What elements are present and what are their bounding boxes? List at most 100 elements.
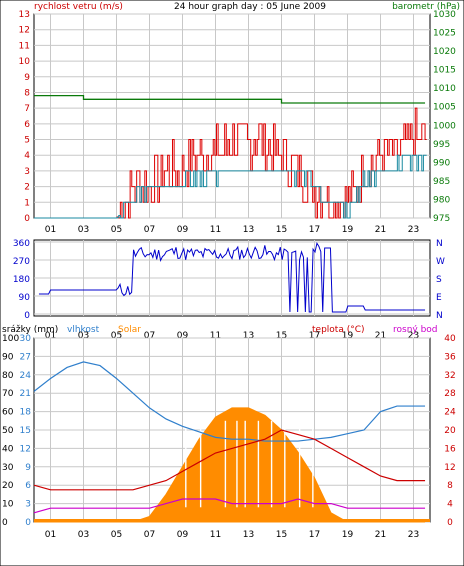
compass-tick-label: N [436, 311, 443, 321]
temperature-y-tick-label: 4 [447, 500, 453, 510]
x-tick-label: 15 [276, 331, 287, 341]
wind-y-tick-label: 1 [24, 198, 30, 208]
x-tick-label: 09 [177, 530, 189, 540]
wind-y-tick-label: 2 [24, 183, 30, 193]
barometer-y-tick-label: 1010 [433, 84, 456, 94]
x-tick-label: 11 [210, 331, 221, 341]
compass-tick-label: W [436, 257, 445, 267]
temperature-y-tick-label: 36 [444, 352, 456, 362]
x-tick-label: 05 [111, 225, 122, 235]
x-tick-label: 15 [276, 225, 287, 235]
temperature-y-tick-label: 40 [444, 334, 456, 344]
dew-point-line [33, 498, 426, 514]
x-tick-label: 01 [45, 225, 56, 235]
barometer-axis-label: barometr (hPa) [392, 2, 460, 12]
rain-y-tick-label: 60 [2, 408, 14, 418]
x-tick-label: 03 [78, 530, 89, 540]
x-tick-label: 01 [45, 331, 56, 341]
rain-y-tick-label: 10 [2, 500, 14, 510]
wind-panel-frame [33, 13, 431, 219]
temperature-y-tick-label: 20 [444, 426, 456, 436]
x-tick-label: 17 [309, 225, 320, 235]
x-tick-label: 07 [144, 331, 155, 341]
barometer-y-tick-label: 1015 [433, 66, 456, 76]
wind-y-tick-label: 10 [19, 57, 31, 67]
barometer-y-tick-label: 1025 [433, 29, 456, 39]
x-tick-label: 15 [276, 530, 287, 540]
x-tick-label: 13 [243, 331, 254, 341]
humidity-y-tick-label: 6 [25, 481, 31, 491]
rain-y-tick-label: 30 [2, 463, 14, 473]
temperature-y-tick-label: 16 [444, 444, 456, 454]
compass-tick-label: S [436, 275, 442, 285]
wind-direction-line [38, 241, 426, 313]
x-tick-label: 23 [408, 225, 419, 235]
barometer-y-tick-label: 1030 [433, 10, 456, 20]
x-tick-label: 05 [111, 530, 122, 540]
temperature-y-tick-label: 0 [447, 518, 453, 528]
barometer-y-tick-label: 990 [433, 158, 450, 168]
wind-axis-label: rychlost vetru (m/s) [34, 2, 123, 12]
barometer-y-tick-label: 1005 [433, 103, 456, 113]
humidity-label: vlhkost [67, 325, 100, 335]
temperature-label: teplota (°C) [312, 325, 365, 335]
barometer-y-tick-label: 995 [433, 140, 450, 150]
direction-y-tick-label: 0 [24, 311, 30, 321]
direction-y-tick-label: 360 [13, 239, 30, 249]
x-tick-label: 05 [111, 331, 122, 341]
x-tick-label: 21 [375, 530, 386, 540]
x-tick-label: 17 [309, 331, 320, 341]
humidity-y-tick-label: 27 [20, 352, 31, 362]
barometer-y-tick-label: 985 [433, 177, 450, 187]
x-tick-label: 21 [375, 331, 386, 341]
rain-y-tick-label: 20 [2, 481, 14, 491]
temperature-y-tick-label: 28 [444, 389, 456, 399]
x-tick-label: 09 [177, 331, 189, 341]
x-tick-label: 23 [408, 530, 419, 540]
x-tick-label: 19 [342, 331, 354, 341]
x-tick-label: 03 [78, 225, 89, 235]
rain-label: srážky (mm) [2, 325, 58, 335]
humidity-y-tick-label: 3 [25, 500, 31, 510]
rain-y-tick-label: 70 [2, 389, 14, 399]
x-tick-label: 21 [375, 225, 386, 235]
direction-y-tick-label: 180 [13, 275, 30, 285]
wind-y-tick-label: 13 [19, 10, 30, 20]
rain-y-tick-label: 50 [2, 426, 14, 436]
temperature-line [33, 429, 426, 491]
humidity-line [33, 361, 426, 442]
solar-label: Solar [118, 325, 141, 335]
humidity-y-tick-label: 24 [20, 371, 32, 381]
barometer-y-tick-label: 980 [433, 195, 450, 205]
x-tick-label: 09 [177, 225, 189, 235]
x-tick-label: 11 [210, 225, 221, 235]
wind-y-tick-label: 0 [24, 214, 30, 224]
rain-y-tick-label: 40 [2, 444, 14, 454]
wind-y-tick-label: 6 [24, 120, 30, 130]
wind-y-tick-label: 7 [24, 104, 30, 114]
x-tick-label: 19 [342, 225, 354, 235]
x-tick-label: 13 [243, 225, 254, 235]
direction-y-tick-label: 90 [19, 293, 31, 303]
barometer-y-tick-label: 1000 [433, 121, 456, 131]
humidity-y-tick-label: 15 [20, 426, 31, 436]
compass-tick-label: E [436, 293, 442, 303]
wind-y-tick-label: 4 [24, 151, 30, 161]
wind-average-line [34, 154, 427, 219]
x-tick-label: 17 [309, 530, 320, 540]
barometer-y-tick-label: 975 [433, 214, 450, 224]
humidity-y-tick-label: 12 [20, 444, 31, 454]
temperature-y-tick-label: 8 [447, 481, 453, 491]
wind-y-tick-label: 8 [24, 88, 30, 98]
temperature-y-tick-label: 24 [444, 408, 456, 418]
temperature-y-tick-label: 12 [444, 463, 455, 473]
direction-y-tick-label: 270 [13, 257, 30, 267]
wind-y-tick-label: 12 [19, 26, 30, 36]
barometer-y-tick-label: 1020 [433, 47, 456, 57]
x-tick-label: 23 [408, 331, 419, 341]
x-tick-label: 11 [210, 530, 221, 540]
chart-title: 24 hour graph day : 05 June 2009 [174, 2, 326, 12]
wind-y-tick-label: 3 [24, 167, 30, 177]
